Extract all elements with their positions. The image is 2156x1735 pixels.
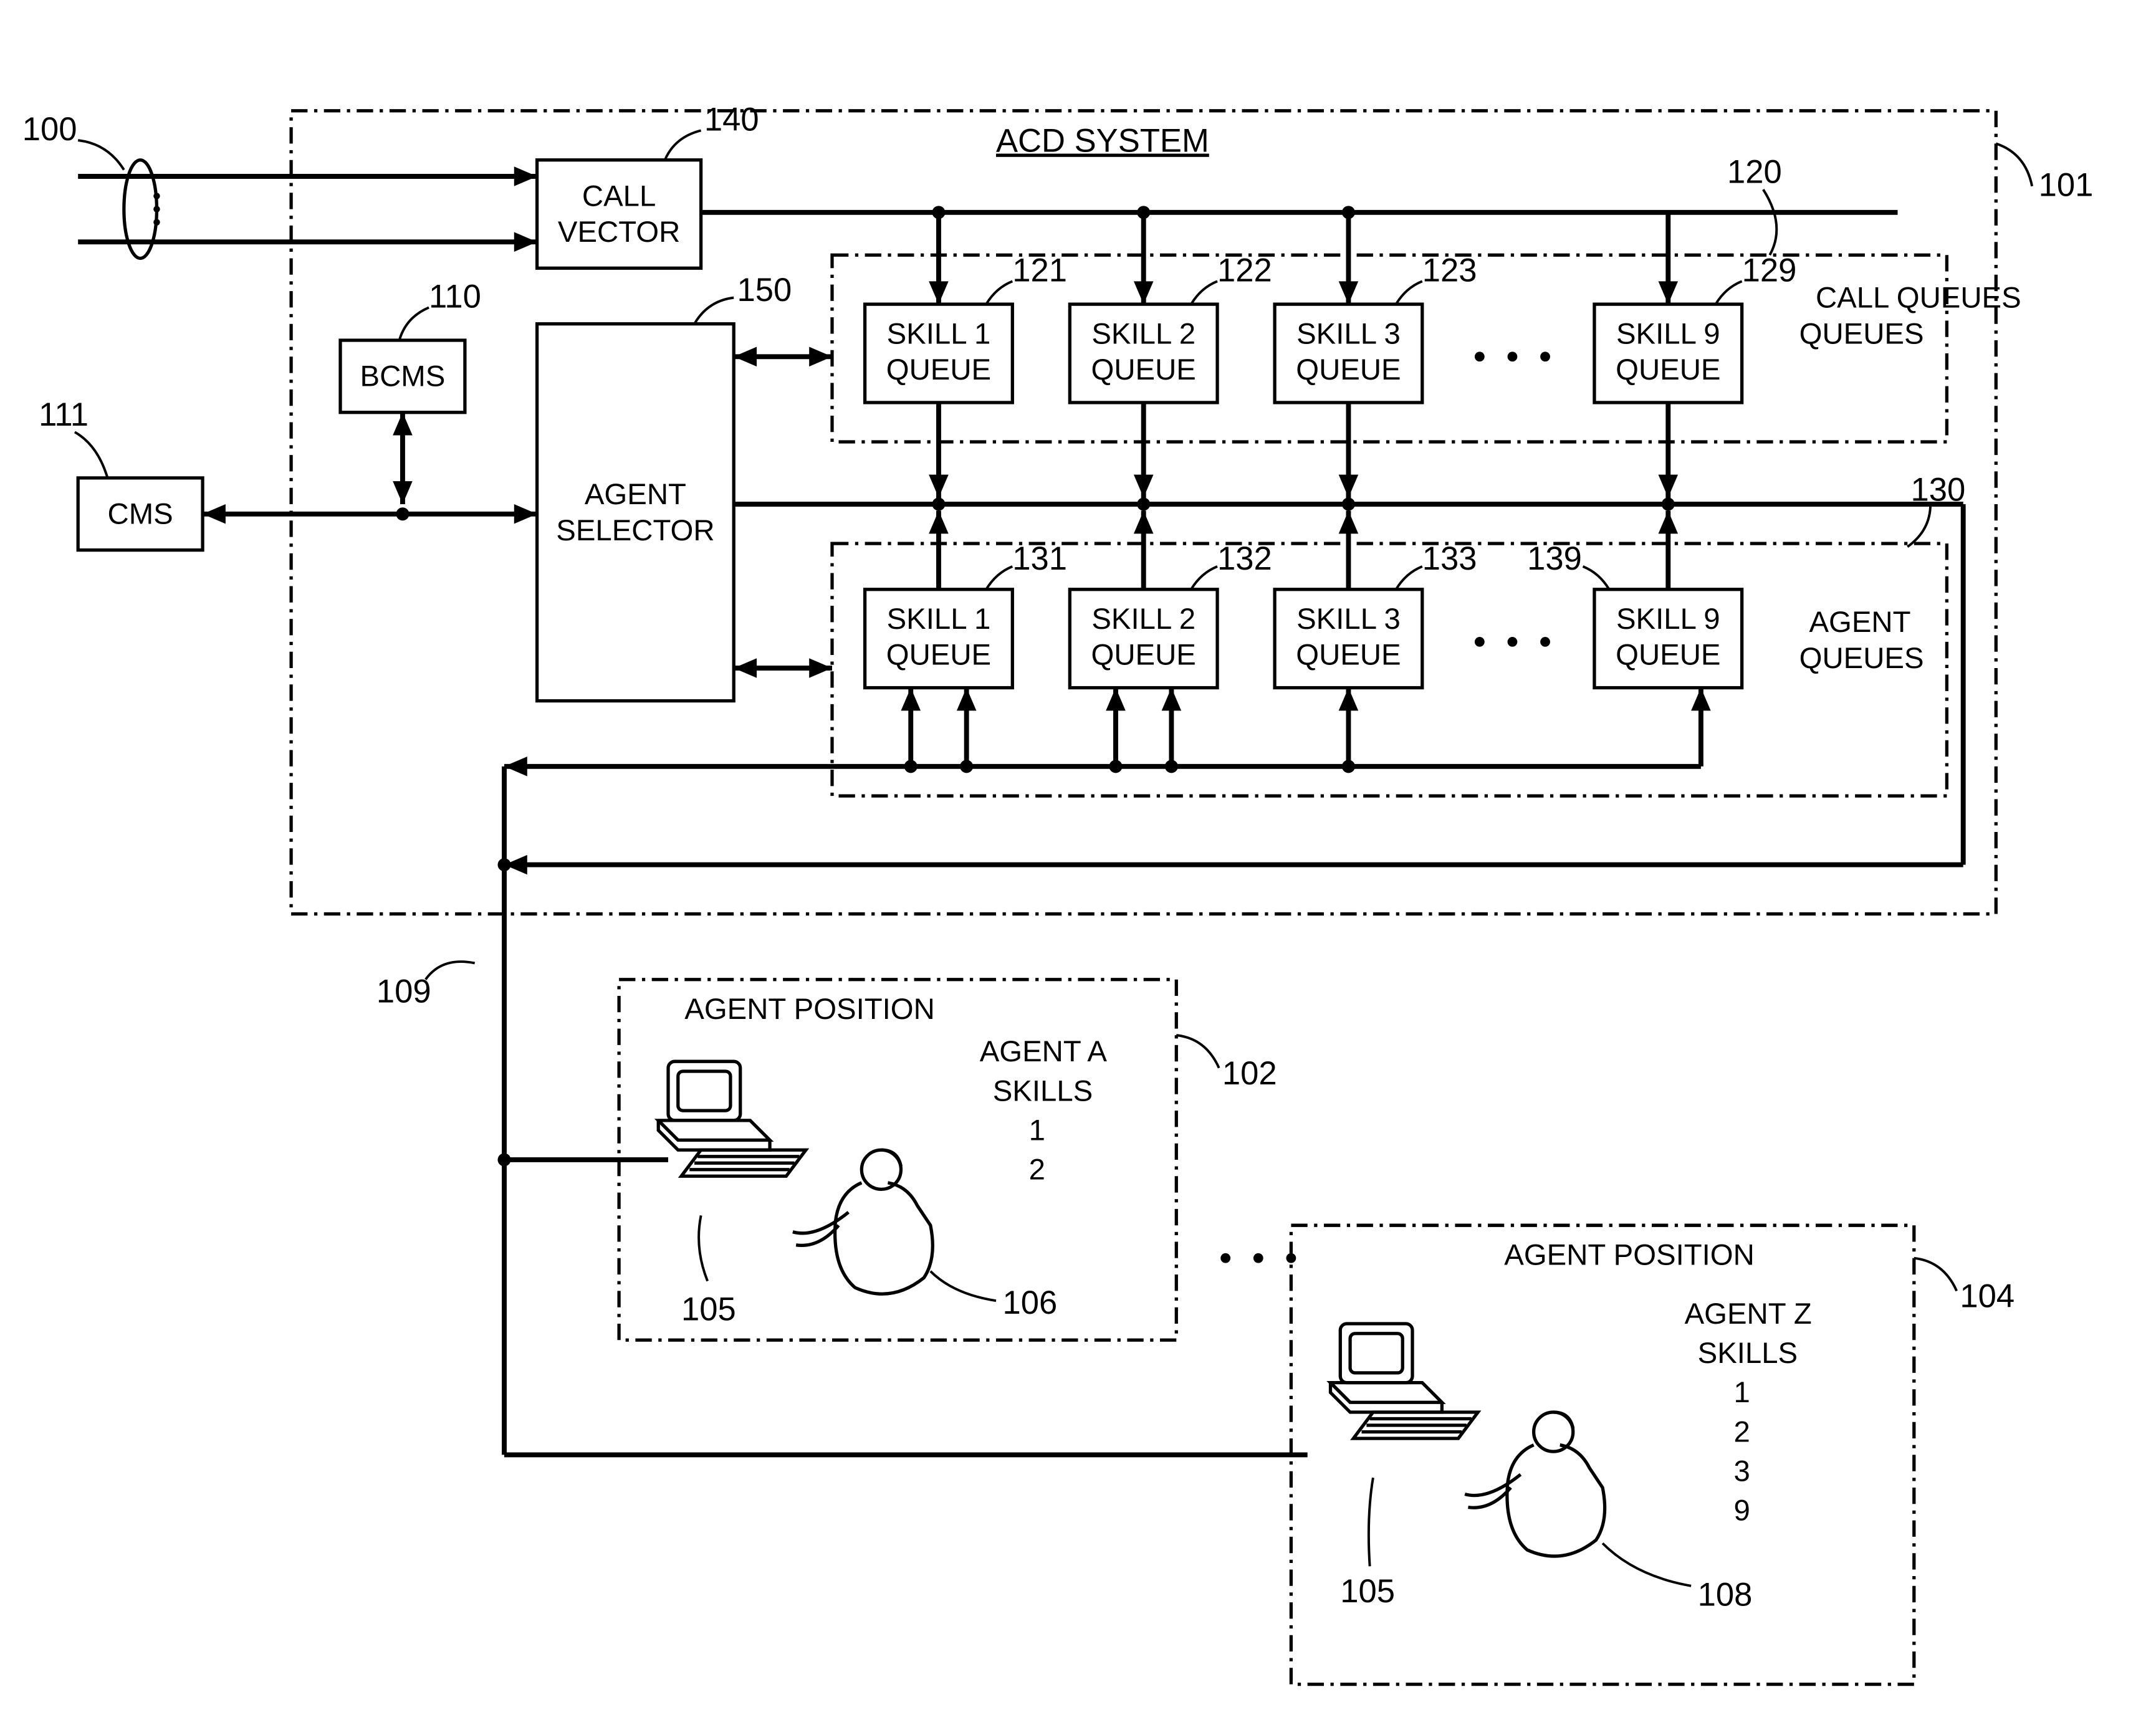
- svg-text:CALL: CALL: [582, 179, 656, 213]
- cq9: SKILL 9 QUEUE 129: [1594, 252, 1796, 403]
- svg-text:106: 106: [1003, 1284, 1058, 1321]
- svg-text:SKILL 1: SKILL 1: [887, 603, 991, 636]
- svg-text:104: 104: [1960, 1278, 2015, 1315]
- svg-text:QUEUE: QUEUE: [1616, 353, 1720, 386]
- svg-text:3: 3: [1733, 1455, 1750, 1488]
- svg-text:SKILL 2: SKILL 2: [1091, 317, 1195, 350]
- svg-text:111: 111: [39, 396, 89, 433]
- svg-text:AGENT Z: AGENT Z: [1685, 1298, 1812, 1331]
- svg-text:9: 9: [1733, 1494, 1750, 1527]
- svg-text:133: 133: [1422, 540, 1477, 577]
- svg-text:105: 105: [681, 1291, 736, 1328]
- svg-text:QUEUES: QUEUES: [1799, 642, 1924, 675]
- svg-text:QUEUE: QUEUE: [1091, 639, 1196, 672]
- svg-text:132: 132: [1217, 540, 1272, 577]
- svg-text:110: 110: [429, 278, 481, 315]
- svg-text:109: 109: [376, 973, 431, 1010]
- svg-text:AGENT POSITION: AGENT POSITION: [1504, 1238, 1754, 1271]
- svg-text:AGENT POSITION: AGENT POSITION: [684, 993, 934, 1026]
- svg-text:BCMS: BCMS: [360, 360, 446, 393]
- svg-text:QUEUE: QUEUE: [886, 353, 991, 386]
- svg-text:SKILL 1: SKILL 1: [887, 317, 991, 350]
- svg-text:AGENT A: AGENT A: [980, 1035, 1108, 1068]
- svg-text:AGENT: AGENT: [1809, 606, 1910, 639]
- agent-selector-box: [537, 324, 734, 701]
- svg-text:SKILLS: SKILLS: [1698, 1337, 1798, 1370]
- svg-text:121: 121: [1012, 252, 1067, 289]
- svg-text:150: 150: [737, 272, 792, 308]
- svg-text:139: 139: [1527, 540, 1582, 577]
- aq2: SKILL 2 QUEUE 132: [1070, 540, 1272, 687]
- svg-text:108: 108: [1698, 1576, 1753, 1613]
- svg-text:CMS: CMS: [108, 498, 173, 531]
- svg-text:131: 131: [1012, 540, 1067, 577]
- svg-text:1: 1: [1029, 1114, 1045, 1147]
- svg-text:101: 101: [2039, 167, 2094, 204]
- call-vector-box: [537, 160, 701, 269]
- svg-text:102: 102: [1222, 1055, 1277, 1092]
- svg-text:129: 129: [1742, 252, 1797, 289]
- svg-text:140: 140: [704, 101, 759, 138]
- cq3: SKILL 3 QUEUE 123: [1275, 252, 1477, 403]
- aq3: SKILL 3 QUEUE 133: [1275, 540, 1477, 687]
- svg-text:QUEUE: QUEUE: [1296, 639, 1401, 672]
- acd-title: ACD SYSTEM: [996, 123, 1209, 160]
- svg-text:QUEUE: QUEUE: [1616, 639, 1720, 672]
- acd-diagram: ACD SYSTEM 101 100 CALL VECTOR 140 CALL …: [12, 12, 2144, 1717]
- svg-text:100: 100: [22, 111, 77, 148]
- svg-text:SKILLS: SKILLS: [993, 1074, 1093, 1107]
- svg-text:QUEUE: QUEUE: [886, 639, 991, 672]
- svg-text:120: 120: [1727, 154, 1782, 191]
- svg-text:SKILL 3: SKILL 3: [1296, 317, 1401, 350]
- svg-text:VECTOR: VECTOR: [558, 216, 680, 249]
- svg-text:SKILL 2: SKILL 2: [1091, 603, 1195, 636]
- svg-text:QUEUE: QUEUE: [1296, 353, 1401, 386]
- svg-text:1: 1: [1733, 1376, 1750, 1409]
- svg-text:QUEUES: QUEUES: [1799, 317, 1924, 350]
- aq9: SKILL 9 QUEUE 139: [1527, 540, 1742, 687]
- svg-text:105: 105: [1340, 1573, 1395, 1610]
- svg-text:SELECTOR: SELECTOR: [556, 514, 714, 547]
- svg-text:SKILL 9: SKILL 9: [1616, 603, 1720, 636]
- agent-pos-z: [1291, 1225, 1914, 1684]
- cq1: SKILL 1 QUEUE 121: [865, 252, 1067, 403]
- svg-text:2: 2: [1029, 1154, 1045, 1187]
- svg-text:CALL QUEUES: CALL QUEUES: [1816, 281, 2021, 314]
- svg-text:123: 123: [1422, 252, 1477, 289]
- svg-text:130: 130: [1911, 472, 1966, 509]
- svg-text:SKILL 9: SKILL 9: [1616, 317, 1720, 350]
- svg-text:AGENT: AGENT: [585, 478, 686, 511]
- svg-text:2: 2: [1733, 1415, 1750, 1448]
- svg-text:QUEUE: QUEUE: [1091, 353, 1196, 386]
- svg-text:122: 122: [1217, 252, 1272, 289]
- aq1: SKILL 1 QUEUE 131: [865, 540, 1067, 687]
- cq2: SKILL 2 QUEUE 122: [1070, 252, 1272, 403]
- svg-text:SKILL 3: SKILL 3: [1296, 603, 1401, 636]
